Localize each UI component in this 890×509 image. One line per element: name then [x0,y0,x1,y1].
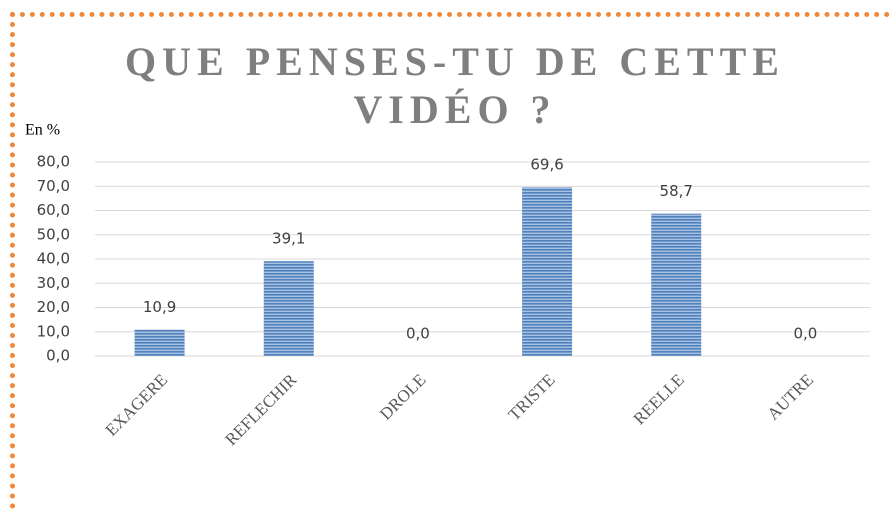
value-label: 0,0 [793,325,817,343]
x-tick-label: EXAGERE [102,370,172,440]
value-label: 0,0 [406,325,430,343]
value-label: 10,9 [143,298,176,316]
x-tick-label: REFLECHIR [221,370,300,449]
x-tick-label: TRISTE [505,370,559,424]
value-label: 69,6 [530,156,563,174]
dotted-frame [10,12,890,509]
chart-title: QUE PENSES-TU DE CETTE VIDÉO ? [125,39,785,132]
y-tick-label: 20,0 [37,298,70,316]
value-label: 39,1 [272,230,305,248]
y-tick-label: 50,0 [37,225,70,243]
bar [651,213,702,356]
bar [522,187,573,356]
y-tick-label: 30,0 [37,274,70,292]
y-tick-label: 80,0 [37,153,70,171]
x-tick-label: DROLE [376,370,430,424]
value-label: 58,7 [660,182,693,200]
bar [134,329,185,356]
y-axis-label: En % [25,122,60,139]
x-tick-label: REELLE [630,370,688,428]
y-tick-label: 40,0 [37,250,70,268]
y-tick-label: 70,0 [37,177,70,195]
y-tick-label: 60,0 [37,201,70,219]
x-tick-label: AUTRE [763,370,817,424]
y-tick-label: 10,0 [37,322,70,340]
bar [263,261,314,356]
y-tick-label: 0,0 [46,347,70,365]
